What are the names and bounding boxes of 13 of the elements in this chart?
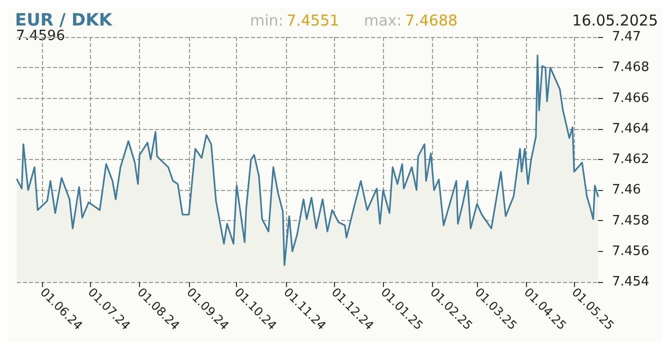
chart-title: EUR / DKK [15,10,113,30]
y-tick-label: 7.464 [612,121,650,136]
y-tick-label: 7.454 [612,274,650,290]
y-tick-label: 7.458 [612,213,650,228]
text: 16.05.2025 [572,12,658,30]
y-tick-label: 7.468 [612,60,650,76]
y-tick-label: 7.456 [612,244,650,259]
y-tick-label: 7.46 [612,182,641,198]
text: max: 7.4688 [364,12,458,30]
y-tick-label: 7.47 [612,30,641,44]
y-tick-label: 7.462 [612,152,650,167]
y-tick-label: 7.466 [612,90,650,106]
text: min: 7.4551 [250,12,340,30]
